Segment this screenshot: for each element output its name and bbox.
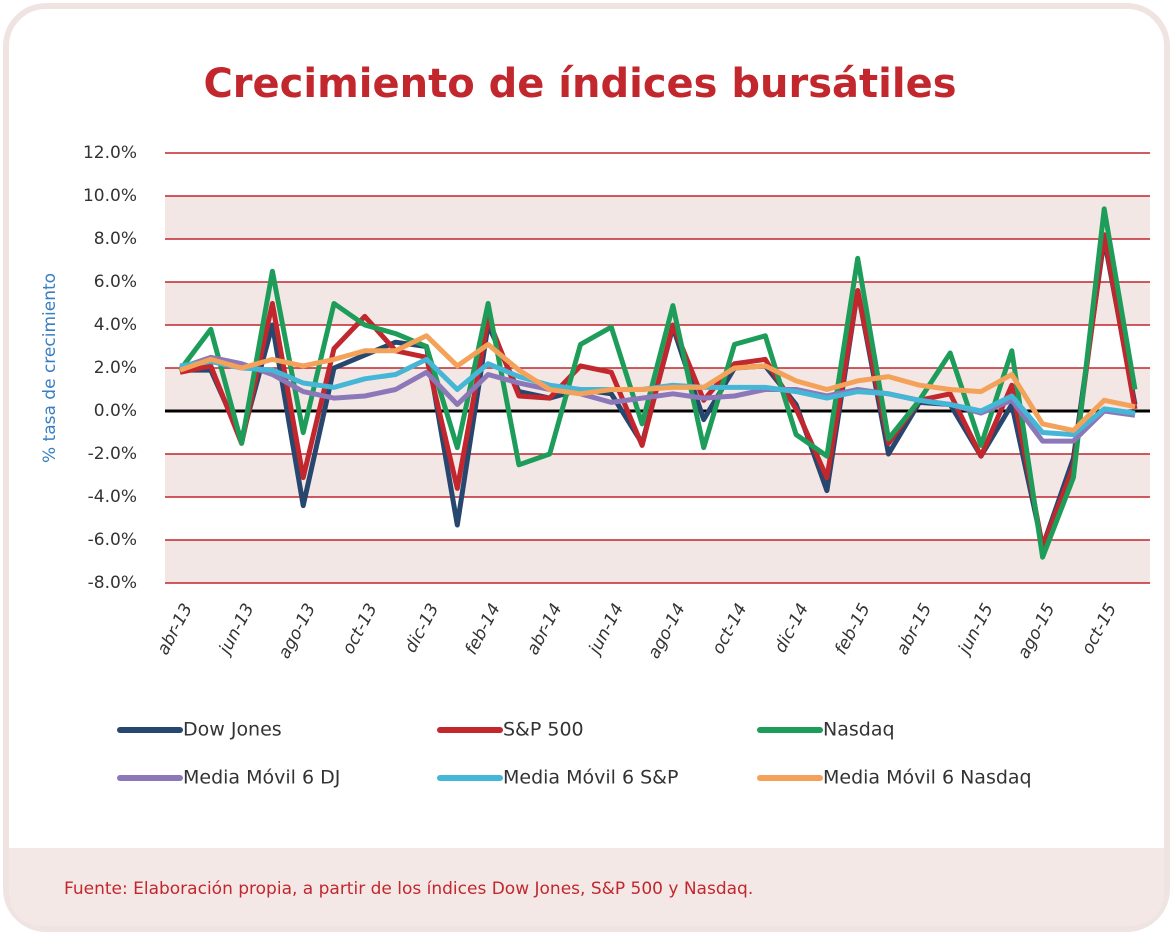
- y-tick-label: -2.0%: [88, 444, 137, 464]
- plot-band: [165, 196, 1150, 239]
- footer-band: [9, 848, 1164, 926]
- source-note: Fuente: Elaboración propia, a partir de …: [64, 879, 753, 899]
- chart-title: Crecimiento de índices bursátiles: [203, 61, 956, 107]
- y-tick-label: 4.0%: [94, 315, 137, 335]
- plot-band: [165, 540, 1150, 583]
- legend-label: Media Móvil 6 DJ: [183, 767, 340, 789]
- legend-label: Media Móvil 6 S&P: [503, 767, 678, 789]
- legend-label: Dow Jones: [183, 719, 282, 741]
- y-tick-label: 6.0%: [94, 272, 137, 292]
- series-line: [178, 206, 1138, 560]
- y-tick-label: -8.0%: [88, 573, 137, 593]
- y-tick-label: 0.0%: [94, 401, 137, 421]
- y-tick-label: 10.0%: [83, 186, 137, 206]
- legend-label: Nasdaq: [823, 719, 895, 741]
- legend-label: Media Móvil 6 Nasdaq: [823, 767, 1032, 789]
- plot-band: [165, 454, 1150, 497]
- y-tick-label: -6.0%: [88, 530, 137, 550]
- y-tick-label: 2.0%: [94, 358, 137, 378]
- y-tick-label: -4.0%: [88, 487, 137, 507]
- y-tick-label: 8.0%: [94, 229, 137, 249]
- y-tick-label: 12.0%: [83, 143, 137, 163]
- series-line: [179, 333, 1136, 433]
- legend-label: S&P 500: [503, 719, 584, 741]
- y-axis-label: % tasa de crecimiento: [40, 273, 60, 463]
- plot-band: [165, 282, 1150, 325]
